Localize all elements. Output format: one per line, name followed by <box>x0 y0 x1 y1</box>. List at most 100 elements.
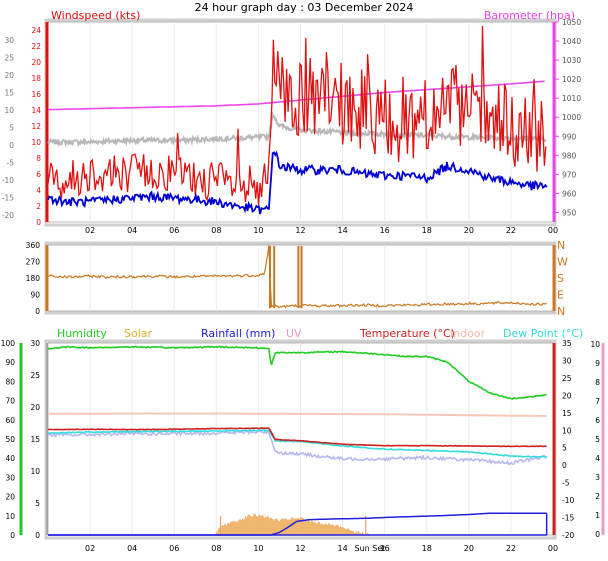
y-tick-label: 35 <box>562 339 572 348</box>
y-tick-label: 14 <box>31 106 41 115</box>
x-tick-label: 22 <box>506 544 516 553</box>
y-tick-label: -10 <box>2 176 14 185</box>
y-tick-label: -20 <box>2 211 14 220</box>
y-tick-label: 1050 <box>562 18 581 27</box>
y-tick-label: 30 <box>562 356 572 365</box>
y-tick-label: -15 <box>562 514 574 523</box>
y-tick-label: 990 <box>562 132 577 141</box>
y-tick-label: 6 <box>36 170 41 179</box>
y-tick-label: 2 <box>595 492 600 501</box>
y-tick-label: -5 <box>7 159 15 168</box>
dew-point-line <box>47 428 547 458</box>
windspeed-gust-line <box>47 25 547 206</box>
y-tick-label: 1040 <box>562 37 581 46</box>
y-tick-label: 9 <box>595 359 600 368</box>
y-tick-label: 20 <box>562 391 572 400</box>
indoor-temperature-line <box>47 412 547 417</box>
compass-label: W <box>557 256 568 269</box>
legend-label: Temperature (°C) <box>359 327 455 340</box>
y-tick-label: 0 <box>595 530 600 539</box>
y-tick-label: 970 <box>562 170 577 179</box>
y-tick-label: 1010 <box>562 94 581 103</box>
x-tick-label: 20 <box>464 226 474 235</box>
legend-label: Solar <box>124 327 153 340</box>
y-tick-label: 10 <box>562 426 572 435</box>
x-tick-label: 08 <box>211 544 221 553</box>
y-tick-label: 16 <box>31 90 41 99</box>
y-tick-label: 7 <box>595 397 600 406</box>
y-tick-label: 50 <box>5 435 15 444</box>
y-tick-label: 0 <box>9 141 14 150</box>
y-tick-label: 950 <box>562 208 577 217</box>
y-tick-label: 5 <box>562 444 567 453</box>
x-tick-label: 20 <box>464 544 474 553</box>
apparent-temperature-line <box>47 428 548 466</box>
y-tick-label: 15 <box>4 89 14 98</box>
compass-label: S <box>557 272 564 285</box>
x-tick-label: Sun Set <box>354 544 385 553</box>
x-tick-label: 06 <box>169 226 179 235</box>
y-tick-label: 0 <box>35 531 40 540</box>
y-tick-label: 1000 <box>562 113 581 122</box>
wind-direction-line <box>47 245 547 309</box>
y-tick-label: 40 <box>5 454 15 463</box>
y-tick-label: 60 <box>5 416 15 425</box>
legend-label: Humidity <box>57 327 107 340</box>
x-tick-label: 16 <box>380 544 390 553</box>
x-tick-label: 00 <box>548 544 558 553</box>
y-tick-label: 30 <box>4 36 14 45</box>
x-tick-label: 12 <box>295 226 305 235</box>
x-tick-label: 14 <box>337 226 347 235</box>
y-tick-label: 30 <box>5 473 15 482</box>
y-tick-label: 90 <box>30 291 40 300</box>
y-tick-label: 0 <box>35 307 40 316</box>
y-tick-label: 0 <box>10 531 15 540</box>
compass-label: N <box>557 305 565 318</box>
y-tick-label: 10 <box>30 467 40 476</box>
y-tick-label: 18 <box>31 74 41 83</box>
x-tick-label: 06 <box>169 544 179 553</box>
y-tick-label: -20 <box>562 531 574 540</box>
y-tick-label: 90 <box>5 358 15 367</box>
legend-label: Dew Point (°C) <box>503 327 583 340</box>
y-tick-label: 10 <box>5 512 15 521</box>
x-tick-label: 22 <box>506 226 516 235</box>
y-tick-label: 2 <box>36 202 41 211</box>
y-tick-label: 20 <box>4 71 14 80</box>
y-tick-label: 1030 <box>562 56 581 65</box>
y-tick-label: -15 <box>2 194 14 203</box>
y-tick-label: 15 <box>562 409 572 418</box>
y-tick-label: 30 <box>30 339 40 348</box>
y-tick-label: 25 <box>562 374 572 383</box>
y-tick-label: 360 <box>26 241 41 250</box>
y-tick-label: 24 <box>31 26 41 35</box>
y-tick-label: 180 <box>26 274 41 283</box>
y-tick-label: 22 <box>31 42 41 51</box>
y-tick-label: 80 <box>5 377 15 386</box>
y-tick-label: 25 <box>4 54 14 63</box>
legend-label: Rainfall (mm) <box>201 327 275 340</box>
y-tick-label: -5 <box>562 479 570 488</box>
y-tick-label: 8 <box>595 378 600 387</box>
y-tick-label: 20 <box>5 493 15 502</box>
y-tick-label: 6 <box>595 416 600 425</box>
legend-label: UV <box>286 327 302 340</box>
x-tick-label: 08 <box>211 226 221 235</box>
x-tick-label: 16 <box>380 226 390 235</box>
compass-label: E <box>557 289 564 302</box>
page-title: 24 hour graph day : 03 December 2024 <box>195 1 414 14</box>
y-tick-label: 0 <box>562 461 567 470</box>
y-tick-label: 4 <box>595 454 600 463</box>
barometer-label: Barometer (hpa) <box>484 9 575 22</box>
y-tick-label: 960 <box>562 189 577 198</box>
y-tick-label: -10 <box>562 496 574 505</box>
y-tick-label: 3 <box>595 473 600 482</box>
legend-label: Indoor <box>450 327 486 340</box>
y-tick-label: 0 <box>36 218 41 227</box>
y-tick-label: 4 <box>36 186 41 195</box>
x-tick-label: 18 <box>422 544 432 553</box>
y-tick-label: 100 <box>1 339 16 348</box>
y-tick-label: 20 <box>31 58 41 67</box>
x-tick-label: 10 <box>253 226 263 235</box>
